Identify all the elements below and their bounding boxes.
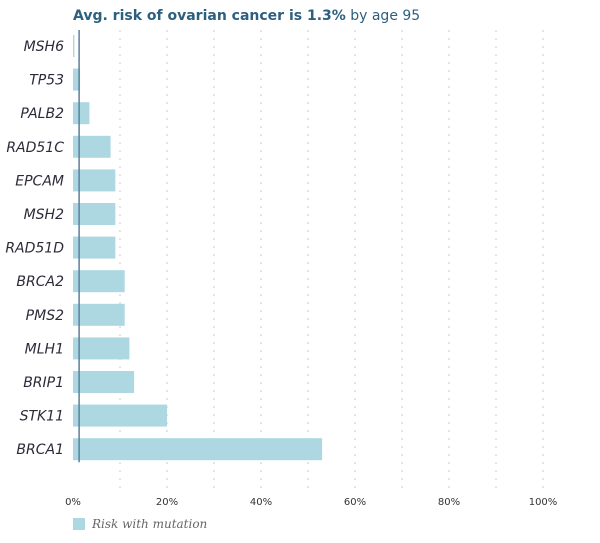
- bar-msh6: [73, 35, 75, 57]
- category-label: PALB2: [20, 106, 64, 122]
- category-label: MLH1: [25, 341, 64, 357]
- x-tick-label: 100%: [529, 497, 558, 508]
- category-label: MSH6: [24, 39, 64, 55]
- bar-stk11: [73, 404, 167, 427]
- bar-rad51c: [73, 135, 111, 158]
- legend-swatch: [73, 518, 85, 530]
- category-label: TP53: [29, 73, 64, 89]
- bar-msh2: [73, 203, 116, 225]
- category-label: BRCA2: [16, 274, 64, 290]
- legend-label: Risk with mutation: [92, 517, 208, 531]
- bar-chart: MSH6 TP53 PALB2 RAD51C EPCAM MSH2 RAD51D BRCA2 P…: [5, 30, 558, 508]
- x-tick-label: 20%: [156, 497, 178, 508]
- category-label: BRIP1: [23, 375, 64, 391]
- bar-brca2: [73, 270, 125, 293]
- bar-brca1: [73, 438, 323, 461]
- category-label: RAD51C: [6, 140, 64, 156]
- chart-title-emphasis: Avg. risk of ovarian cancer is 1.3%: [73, 8, 346, 24]
- x-tick-label: 60%: [344, 497, 366, 508]
- chart-title-suffix: by age 95: [345, 8, 421, 24]
- x-tick-label: 0%: [65, 497, 81, 508]
- bar-epcam: [73, 169, 116, 192]
- category-label: RAD51D: [5, 241, 64, 257]
- bar-brip1: [73, 371, 135, 393]
- x-tick-label: 80%: [438, 497, 460, 508]
- category-label: MSH2: [24, 207, 64, 223]
- category-label: STK11: [20, 409, 64, 425]
- category-label: EPCAM: [15, 173, 64, 189]
- category-label: PMS2: [26, 308, 64, 324]
- bar-palb2: [73, 102, 90, 125]
- bar-pms2: [73, 303, 125, 326]
- x-tick-label: 40%: [250, 497, 272, 508]
- legend: Risk with mutation: [73, 517, 207, 531]
- bar-rad51d: [73, 236, 116, 259]
- category-label: BRCA1: [16, 442, 64, 458]
- chart-title: Avg. risk of ovarian cancer is 1.3% by a…: [73, 8, 420, 24]
- bar-mlh1: [73, 337, 130, 360]
- bar-tp53: [73, 68, 81, 91]
